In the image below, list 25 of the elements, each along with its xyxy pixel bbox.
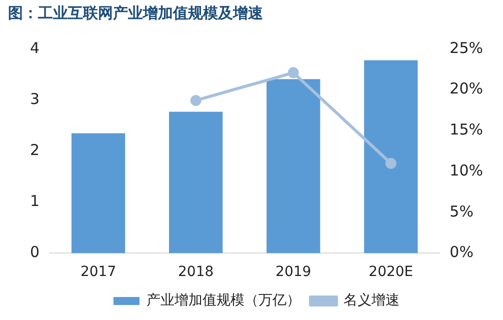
- bar: [71, 133, 126, 254]
- bar: [169, 112, 223, 254]
- bar: [364, 60, 418, 254]
- y2-tick-label: 15%: [450, 120, 484, 139]
- x-tick-label: 2018: [178, 264, 214, 280]
- y-tick-label: 0: [30, 243, 40, 262]
- chart-title: 图：工业互联网产业增加值规模及增速: [8, 4, 263, 23]
- y2-tick-label: 10%: [450, 161, 484, 180]
- y2-tick-label: 20%: [450, 80, 484, 98]
- y2-tick-label: 0%: [450, 243, 474, 262]
- x-tick-label: 2019: [276, 264, 312, 280]
- point: [385, 158, 396, 169]
- point: [190, 94, 202, 106]
- y-tick-label: 2: [30, 140, 40, 159]
- bar: [266, 79, 320, 254]
- y-tick-label: 4: [30, 38, 40, 57]
- x-tick-label: 2020E: [368, 264, 414, 280]
- legend-label: 名义增速: [344, 292, 400, 309]
- legend-label: 产业增加值规模（万亿）: [146, 292, 300, 309]
- x-tick-label: 2017: [80, 264, 116, 280]
- point: [288, 67, 299, 78]
- y2-tick-label: 5%: [450, 202, 474, 220]
- y2-tick-label: 25%: [450, 38, 484, 57]
- y-tick-label: 1: [30, 192, 40, 210]
- y-tick-label: 3: [30, 90, 40, 108]
